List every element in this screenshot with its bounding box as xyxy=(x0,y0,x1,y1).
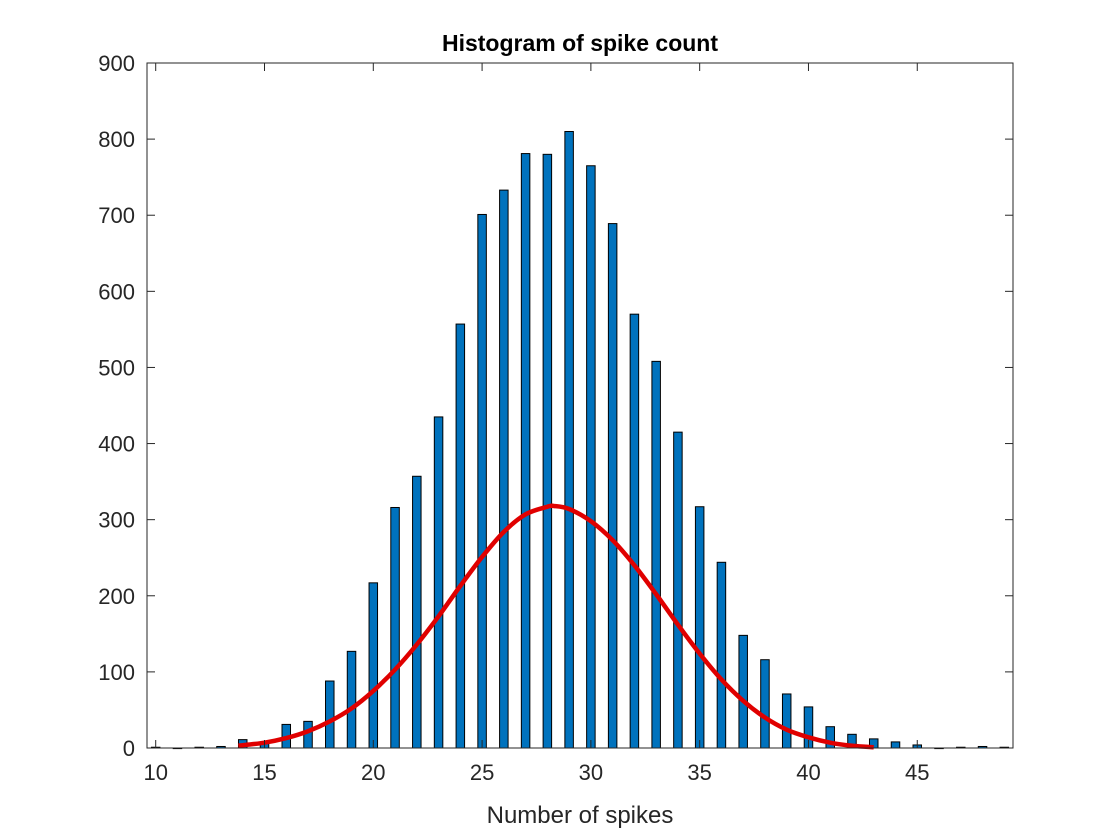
x-tick-label: 10 xyxy=(143,760,167,785)
plot-frame xyxy=(146,62,1014,749)
y-tick-label: 500 xyxy=(98,355,135,380)
y-tick-label: 700 xyxy=(98,203,135,228)
bar-series xyxy=(150,131,1010,750)
x-axis-label: Number of spikes xyxy=(487,802,674,829)
histogram-bar xyxy=(607,223,618,749)
y-tick-label: 0 xyxy=(123,736,135,761)
histogram-bar xyxy=(586,165,596,749)
chart-title: Histogram of spike count xyxy=(442,30,718,56)
histogram-bar xyxy=(738,634,748,749)
fit-curve-series xyxy=(238,503,874,750)
histogram-bar xyxy=(455,323,466,749)
x-tick-label: 25 xyxy=(470,760,494,785)
histogram-bar xyxy=(716,561,727,749)
x-tick-label: 40 xyxy=(796,760,820,785)
fit-curve-line xyxy=(238,503,874,750)
x-tick-label: 35 xyxy=(687,760,711,785)
histogram-bar xyxy=(346,650,357,749)
y-tick-label: 200 xyxy=(98,584,135,609)
histogram-bar xyxy=(781,693,792,749)
histogram-bar xyxy=(564,131,574,749)
histogram-bar xyxy=(390,506,400,749)
x-axis-ticks: 10 15 20 25 30 35 40 45 xyxy=(143,63,930,785)
y-tick-label: 100 xyxy=(98,660,135,685)
histogram-bar xyxy=(694,506,705,749)
histogram-bar xyxy=(673,431,683,749)
y-tick-label: 600 xyxy=(98,279,135,304)
y-tick-label: 400 xyxy=(98,432,135,457)
histogram-bar xyxy=(890,741,901,749)
histogram-bar xyxy=(325,680,335,749)
x-tick-label: 15 xyxy=(252,760,276,785)
histogram-bar xyxy=(629,313,640,749)
x-tick-label: 20 xyxy=(361,760,385,785)
histogram-bar xyxy=(542,153,553,749)
x-tick-label: 45 xyxy=(905,760,929,785)
histogram-bar xyxy=(368,582,379,749)
y-axis-ticks: 0 100 200 300 400 500 600 700 800 900 xyxy=(98,51,1013,761)
histogram-bar xyxy=(477,213,487,749)
histogram-bar xyxy=(433,416,444,749)
histogram-bar xyxy=(520,153,531,749)
histogram-bar xyxy=(760,659,770,749)
y-tick-label: 800 xyxy=(98,127,135,152)
histogram-bar xyxy=(412,475,422,749)
x-tick-label: 30 xyxy=(579,760,603,785)
y-tick-label: 900 xyxy=(98,51,135,76)
y-tick-label: 300 xyxy=(98,508,135,533)
histogram-bar xyxy=(651,360,661,749)
histogram-bar xyxy=(499,189,509,749)
